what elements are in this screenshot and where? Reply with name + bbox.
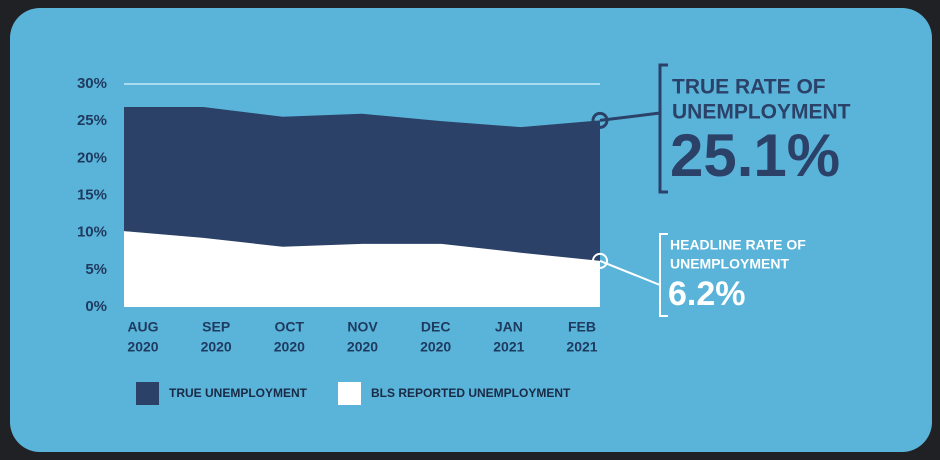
- legend-label: TRUE UNEMPLOYMENT: [169, 386, 308, 400]
- marker: [592, 252, 608, 269]
- x-tick-label: 2020: [420, 339, 451, 355]
- marker: [591, 111, 609, 129]
- y-tick-label: 0%: [85, 298, 107, 315]
- annotation-value: 6.2%: [668, 275, 746, 313]
- x-tick-label: 2020: [127, 339, 158, 355]
- x-tick-label: OCT: [275, 319, 305, 335]
- annotation-value: 25.1%: [670, 122, 840, 189]
- x-tick-label: 2020: [274, 339, 305, 355]
- area: [124, 231, 600, 307]
- y-tick-label: 30%: [77, 75, 107, 92]
- y-tick-label: 10%: [77, 224, 107, 241]
- annotation-text: UNEMPLOYMENT: [672, 101, 851, 124]
- legend-swatch: [338, 382, 361, 405]
- y-tick-label: 5%: [85, 261, 107, 278]
- y-tick-label: 20%: [77, 149, 107, 166]
- annotation-text: UNEMPLOYMENT: [670, 256, 789, 272]
- x-tick-label: FEB: [568, 319, 596, 335]
- connector: [599, 111, 661, 122]
- x-tick-label: DEC: [421, 319, 451, 335]
- legend-swatch: [136, 382, 159, 405]
- bracket: [659, 233, 668, 317]
- x-tick-label: 2021: [566, 339, 597, 355]
- annotation-text: HEADLINE RATE OF: [670, 237, 806, 253]
- x-tick-label: SEP: [202, 319, 230, 335]
- x-tick-label: 2021: [493, 339, 524, 355]
- x-tick-label: 2020: [201, 339, 232, 355]
- x-tick-label: AUG: [127, 319, 158, 335]
- connector: [599, 259, 661, 286]
- x-tick-label: 2020: [347, 339, 378, 355]
- y-tick-label: 15%: [77, 186, 107, 203]
- legend-label: BLS REPORTED UNEMPLOYMENT: [371, 386, 571, 400]
- x-tick-label: JAN: [495, 319, 523, 335]
- x-tick-label: NOV: [347, 319, 378, 335]
- annotation-text: TRUE RATE OF: [672, 76, 826, 99]
- y-tick-label: 25%: [77, 112, 107, 129]
- bracket: [658, 63, 668, 194]
